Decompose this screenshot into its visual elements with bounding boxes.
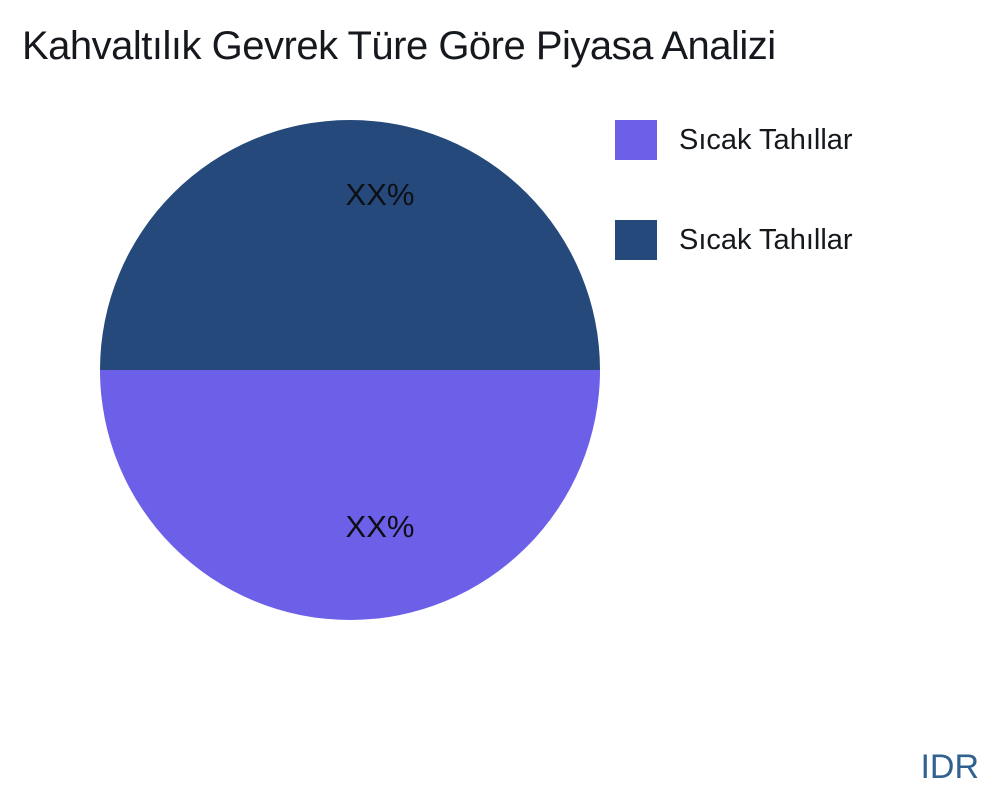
pie-chart: XX% XX% [100,120,600,620]
chart-title: Kahvaltılık Gevrek Türe Göre Piyasa Anal… [22,24,776,68]
legend-label: Sıcak Tahıllar [679,223,853,256]
legend-item: Sıcak Tahıllar [615,220,853,260]
legend-swatch-icon [615,220,657,260]
legend-item: Sıcak Tahıllar [615,120,853,160]
slice-percentage-label-top: XX% [345,177,415,212]
watermark-idr: IDR [920,748,979,786]
legend-swatch-icon [615,120,657,160]
legend-label: Sıcak Tahıllar [679,123,853,156]
legend: Sıcak Tahıllar Sıcak Tahıllar [615,120,853,320]
slice-percentage-label-bottom: XX% [345,509,415,544]
